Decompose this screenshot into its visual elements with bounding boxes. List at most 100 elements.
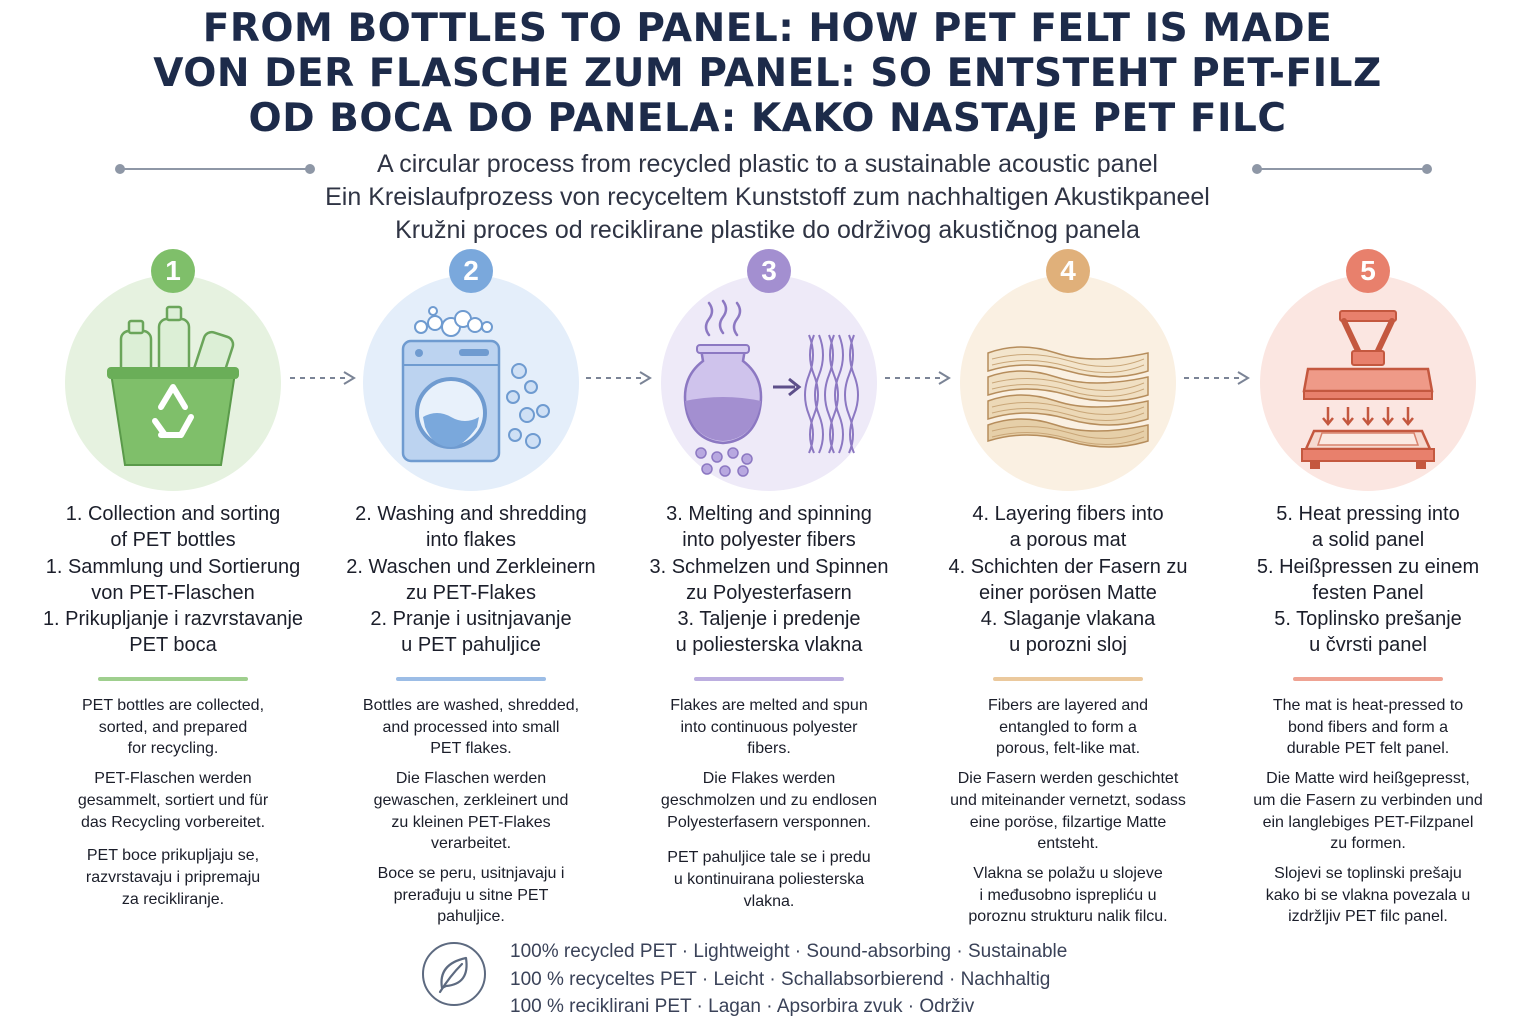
heading-line: u porozni sloj [1009, 634, 1127, 657]
description-hr: Boce se peru, usitnjavaju i prerađuju u … [321, 863, 621, 928]
title-hr: OD BOCA DO PANELA: KAKO NASTAJE PET FILC [248, 96, 1287, 141]
recycling-bin-icon [107, 305, 239, 466]
heading-line: u čvrsti panel [1309, 634, 1427, 657]
subtitle-hr: Kružni proces od reciklirane plastike do… [395, 216, 1140, 244]
description-line: PET pahuljice tale se i predu [667, 849, 871, 867]
description-hr: PET boce prikupljaju se, razvrstavaju i … [23, 845, 323, 910]
step-description: Flakes are melted and spun into continuo… [619, 695, 919, 920]
heading-line: 3. Taljenje i predenje [677, 608, 861, 631]
description-line: ein langlebiges PET-Filzpanel [1262, 813, 1474, 831]
decorative-line-right [1252, 164, 1432, 174]
heading-line: into flakes [425, 529, 517, 552]
description-line: u kontinuirana poliesterska [673, 870, 865, 888]
description-line: gesammelt, sortiert und für [77, 791, 269, 809]
heading-line: u poliesterska vlakna [675, 634, 863, 657]
heading-line: 1. Prikupljanje i razvrstavanje [42, 608, 304, 631]
step-number-badge: 1 [151, 249, 195, 293]
description-line: und miteinander vernetzt, sodass [950, 791, 1186, 809]
description-line: PET-Flaschen werden [94, 770, 252, 788]
description-en: The mat is heat-pressed to bond fibers a… [1218, 695, 1518, 760]
description-line: entangled to form a [999, 718, 1137, 736]
description-de: PET-Flaschen werden gesammelt, sortiert … [23, 768, 323, 833]
description-de: Die Flaschen werden gewaschen, zerkleine… [321, 768, 621, 855]
step-divider [993, 677, 1143, 681]
arrow-right-icon [586, 371, 652, 385]
description-hr: PET pahuljice tale se i predu u kontinui… [619, 847, 919, 912]
description-line: poroznu strukturu nalik filcu. [968, 908, 1168, 926]
heading-line: 5. Toplinsko prešanje [1274, 608, 1462, 631]
heading-line: 1. Sammlung und Sortierung [45, 555, 301, 578]
description-line: Slojevi se toplinski prešaju [1274, 864, 1462, 882]
description-line: Fibers are layered and [987, 697, 1149, 714]
features-hr: 100 % reciklirani PET · Lagan · Apsorbir… [510, 996, 975, 1017]
heading-line: 3. Schmelzen und Spinnen [649, 555, 889, 578]
heat-press-icon [1301, 310, 1435, 469]
heading-line: festen Panel [1312, 581, 1424, 604]
description-line: Flakes are melted and spun [670, 697, 868, 714]
leaf-icon [422, 942, 486, 1006]
description-hr: Slojevi se toplinski prešaju kako bi se … [1218, 863, 1518, 928]
arrow-right-icon [1184, 371, 1250, 385]
heading-line: 5. Heißpressen zu einem [1256, 555, 1480, 578]
description-line: pahuljice. [437, 908, 505, 926]
heading-line: einer porösen Matte [979, 581, 1157, 604]
subtitle-en: A circular process from recycled plastic… [377, 150, 1158, 178]
description-line: durable PET felt panel. [1286, 740, 1450, 758]
description-line: PET boce prikupljaju se, [86, 847, 260, 865]
washing-machine-icon [401, 306, 550, 463]
description-line: zu formen. [1330, 835, 1406, 853]
heading-line: 2. Washing and shredding [355, 503, 587, 525]
description-line: PET flakes. [430, 740, 512, 758]
heading-line: a solid panel [1311, 529, 1425, 552]
heading-line: into polyester fibers [682, 529, 856, 552]
description-line: kako bi se vlakna povezala u [1265, 886, 1471, 904]
description-de: Die Flakes werden geschmolzen und zu end… [619, 768, 919, 833]
description-line: into continuous polyester [680, 718, 858, 736]
description-line: verarbeitet. [430, 835, 512, 853]
description-en: Fibers are layered and entangled to form… [918, 695, 1218, 760]
description-line: eine poröse, filzartige Matte [969, 813, 1167, 831]
footer-features: 100% recycled PET · Lightweight · Sound-… [510, 938, 1067, 1021]
features-en: 100% recycled PET · Lightweight · Sound-… [510, 941, 1068, 962]
arrow-right-icon [290, 371, 356, 385]
heading-line: 3. Melting and spinning [666, 503, 872, 525]
description-line: for recycling. [127, 740, 219, 758]
step-description: Bottles are washed, shredded, and proces… [321, 695, 621, 936]
description-hr: Vlakna se polažu u slojeve i međusobno i… [918, 863, 1218, 928]
step-heading: 5. Heat pressing into a solid panel 5. H… [1218, 501, 1518, 659]
description-line: Die Fasern werden geschichtet [957, 770, 1179, 788]
description-line: za recikliranje. [121, 890, 225, 908]
step-description: Fibers are layered and entangled to form… [918, 695, 1218, 936]
description-line: Vlakna se polažu u slojeve [973, 864, 1163, 882]
step-heading: 2. Washing and shredding into flakes 2. … [321, 501, 621, 659]
step-number-badge: 2 [449, 249, 493, 293]
description-line: sorted, and prepared [98, 718, 248, 736]
step-heading: 4. Layering fibers into a porous mat 4. … [918, 501, 1218, 659]
description-line: zu kleinen PET-Flakes [391, 813, 551, 831]
description-line: Die Flakes werden [702, 770, 836, 788]
heading-line: 1. Collection and sorting [65, 503, 281, 525]
step-divider [396, 677, 546, 681]
heading-line: 4. Slaganje vlakana [980, 608, 1156, 631]
fiber-layers-icon [987, 346, 1149, 448]
heading-line: PET boca [129, 634, 217, 657]
description-line: gewaschen, zerkleinert und [373, 791, 569, 809]
heading-line: 5. Heat pressing into [1276, 503, 1460, 525]
description-line: vlakna. [743, 892, 795, 910]
step-number-badge: 4 [1046, 249, 1090, 293]
description-line: fibers. [747, 740, 791, 758]
features-de: 100 % recyceltes PET · Leicht · Schallab… [510, 968, 1051, 990]
description-line: The mat is heat-pressed to [1272, 697, 1464, 714]
description-de: Die Fasern werden geschichtet und mitein… [918, 768, 1218, 855]
description-line: um die Fasern zu verbinden und [1253, 791, 1483, 809]
step-number-badge: 3 [747, 249, 791, 293]
description-en: PET bottles are collected, sorted, and p… [23, 695, 323, 760]
step-description: PET bottles are collected, sorted, and p… [23, 695, 323, 918]
step-description: The mat is heat-pressed to bond fibers a… [1218, 695, 1518, 936]
description-line: Die Matte wird heißgepresst, [1266, 770, 1470, 788]
heading-line: zu PET-Flakes [405, 581, 537, 604]
description-line: Bottles are washed, shredded, [362, 697, 580, 714]
description-line: geschmolzen und zu endlosen [660, 791, 878, 809]
description-en: Bottles are washed, shredded, and proces… [321, 695, 621, 760]
heading-line: of PET bottles [110, 529, 236, 552]
